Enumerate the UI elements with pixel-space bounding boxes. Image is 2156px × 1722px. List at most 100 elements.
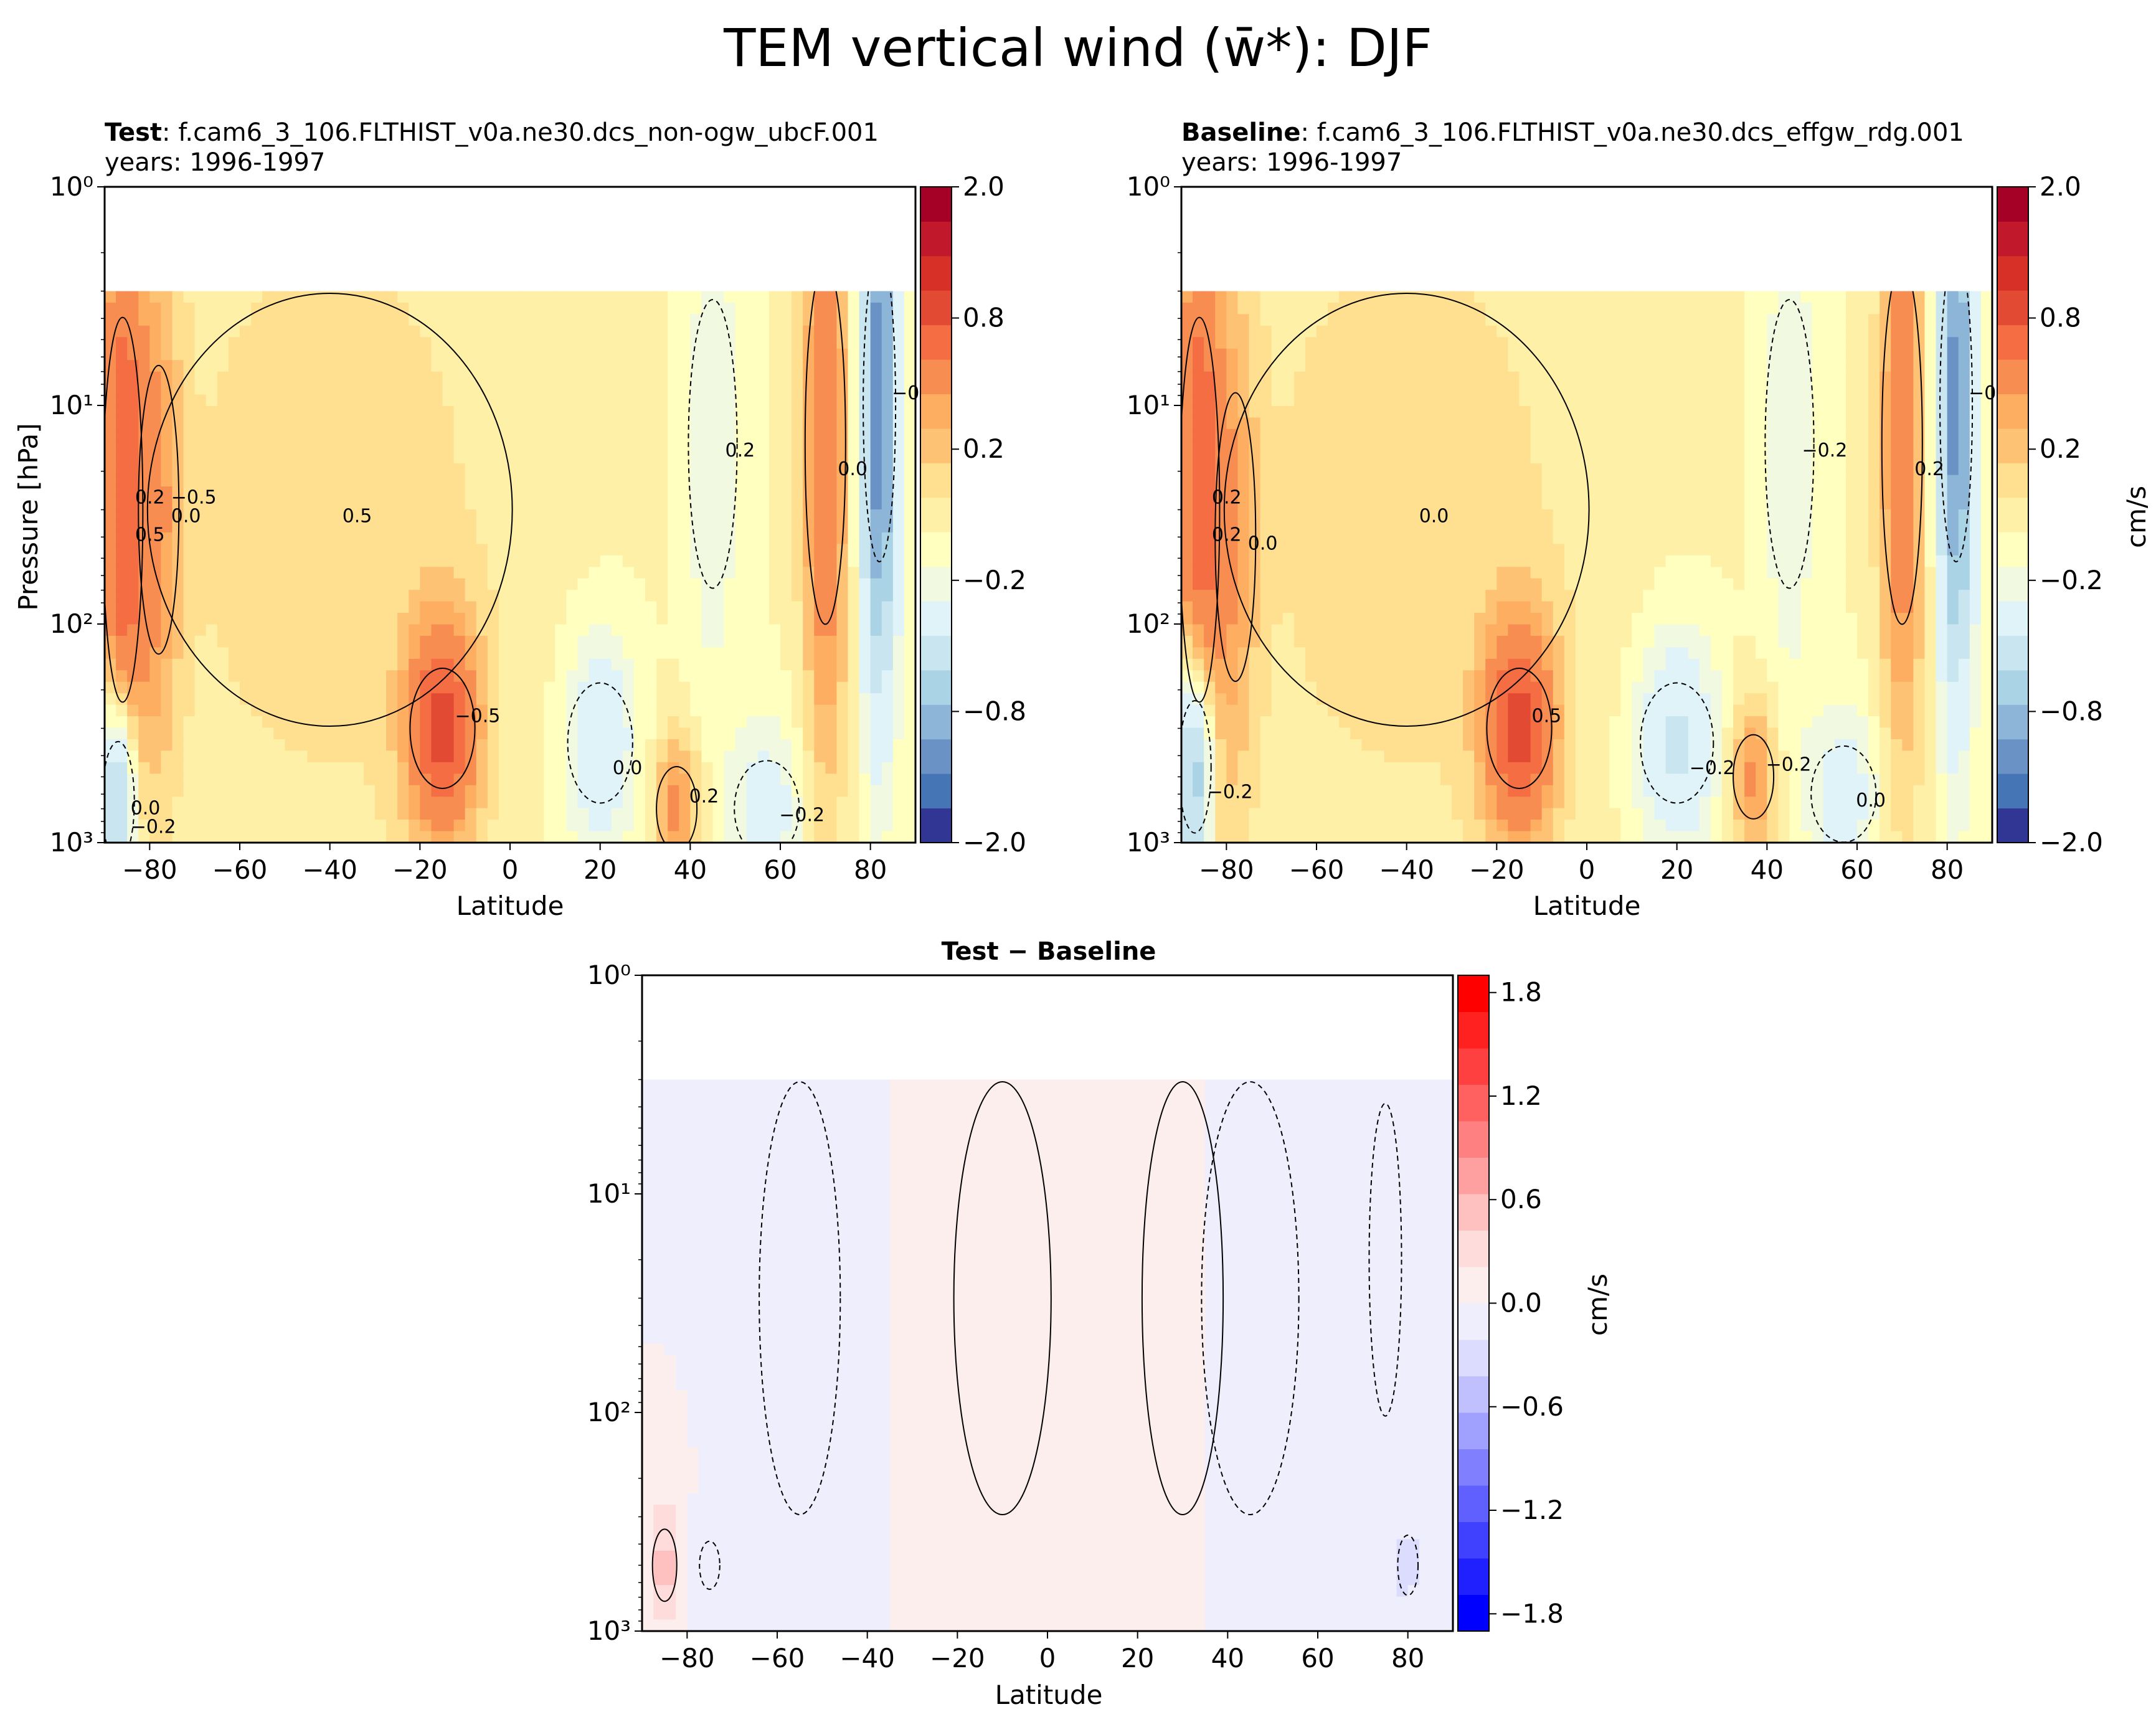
baseline-cell: [1632, 475, 1644, 487]
test-cell: [105, 405, 116, 419]
baseline-cell: [1891, 302, 1903, 315]
test-cell: [476, 475, 488, 487]
baseline-cell: [1496, 463, 1509, 476]
test-colorbar-swatch: [920, 428, 952, 463]
test-cell: [870, 348, 882, 361]
baseline-cell: [1485, 498, 1497, 510]
baseline-cell: [1181, 463, 1193, 476]
test-cell: [206, 394, 218, 407]
test-cell: [859, 452, 871, 464]
baseline-cell: [1181, 394, 1193, 407]
test-cell: [285, 762, 297, 774]
baseline-cell: [1710, 383, 1723, 395]
test-cell: [600, 486, 612, 499]
test-cell: [228, 797, 240, 809]
test-cell: [521, 762, 533, 774]
test-cell: [375, 509, 387, 522]
test-cell: [577, 647, 590, 660]
test-cell: [498, 475, 511, 487]
test-cell: [352, 498, 364, 510]
test-cell: [870, 405, 882, 419]
test-cell: [904, 521, 916, 533]
test-cell: [555, 521, 567, 533]
test-cell: [757, 383, 770, 395]
baseline-cell: [1609, 394, 1621, 407]
test-cell: [768, 498, 781, 510]
test-cell: [892, 704, 905, 717]
test-cell: [792, 417, 803, 430]
test-cell: [768, 635, 781, 648]
test-cell: [870, 371, 882, 384]
test-cell: [206, 727, 218, 740]
test-cell: [273, 291, 285, 303]
test-cell: [420, 601, 432, 613]
baseline-cell: [1328, 463, 1340, 476]
baseline-cell: [1587, 428, 1599, 441]
baseline-cell: [1474, 486, 1486, 499]
test-cell: [431, 521, 443, 533]
test-cell: [183, 394, 196, 407]
test-cell: [194, 762, 207, 774]
baseline-cell: [1823, 463, 1835, 476]
test-cell: [329, 348, 342, 361]
test-cell: [848, 302, 860, 315]
panel-test-title-bold: Test: [105, 118, 162, 147]
baseline-cell: [1508, 371, 1520, 384]
baseline-cell: [1879, 291, 1891, 303]
test-cell: [240, 452, 252, 464]
test-cell: [735, 302, 747, 315]
test-cell: [105, 635, 116, 648]
test-cell: [814, 532, 826, 544]
baseline-cell: [1406, 428, 1419, 441]
test-cell: [341, 567, 353, 579]
test-cell: [780, 532, 792, 544]
test-cell: [656, 302, 668, 315]
baseline-cell: [1553, 452, 1565, 464]
test-cell: [397, 613, 409, 625]
test-cell: [341, 417, 353, 430]
test-cell: [757, 452, 770, 464]
test-cell: [194, 440, 207, 453]
test-cell: [656, 624, 668, 636]
test-cell: [318, 532, 331, 544]
test-cell: [859, 291, 871, 303]
test-cell: [656, 670, 668, 683]
test-cell: [172, 360, 184, 372]
test-cell: [386, 544, 398, 556]
baseline-cell: [1530, 383, 1543, 395]
test-cell: [228, 762, 240, 774]
test-cell: [487, 486, 499, 499]
baseline-cell: [1463, 486, 1475, 499]
test-cell: [532, 314, 544, 326]
test-cell: [105, 762, 116, 774]
baseline-cell: [1317, 405, 1328, 419]
test-cell: [600, 635, 612, 648]
baseline-cell: [1980, 475, 1993, 487]
test-cell: [679, 658, 691, 671]
test-cell: [600, 624, 612, 636]
test-cell: [476, 590, 488, 602]
test-cell: [363, 681, 376, 694]
test-cell: [656, 578, 668, 590]
test-cell: [105, 797, 116, 809]
test-cell: [679, 785, 691, 797]
test-cell: [262, 291, 274, 303]
baseline-cell: [1519, 428, 1531, 441]
test-cell: [589, 544, 601, 556]
test-cell: [521, 325, 533, 338]
baseline-cell: [1508, 394, 1520, 407]
baseline-cell: [1654, 348, 1667, 361]
test-cell: [836, 578, 849, 590]
baseline-cell: [1688, 440, 1700, 453]
baseline-cell: [1440, 314, 1452, 326]
test-cell: [431, 831, 443, 843]
test-contour: [863, 291, 897, 562]
baseline-cell: [1373, 394, 1385, 407]
baseline-cell: [1936, 417, 1948, 430]
test-cell: [420, 739, 432, 752]
test-cell: [780, 762, 792, 774]
test-cell: [341, 658, 353, 671]
test-cell: [521, 704, 533, 717]
test-cell: [161, 302, 173, 315]
test-cell: [397, 383, 409, 395]
